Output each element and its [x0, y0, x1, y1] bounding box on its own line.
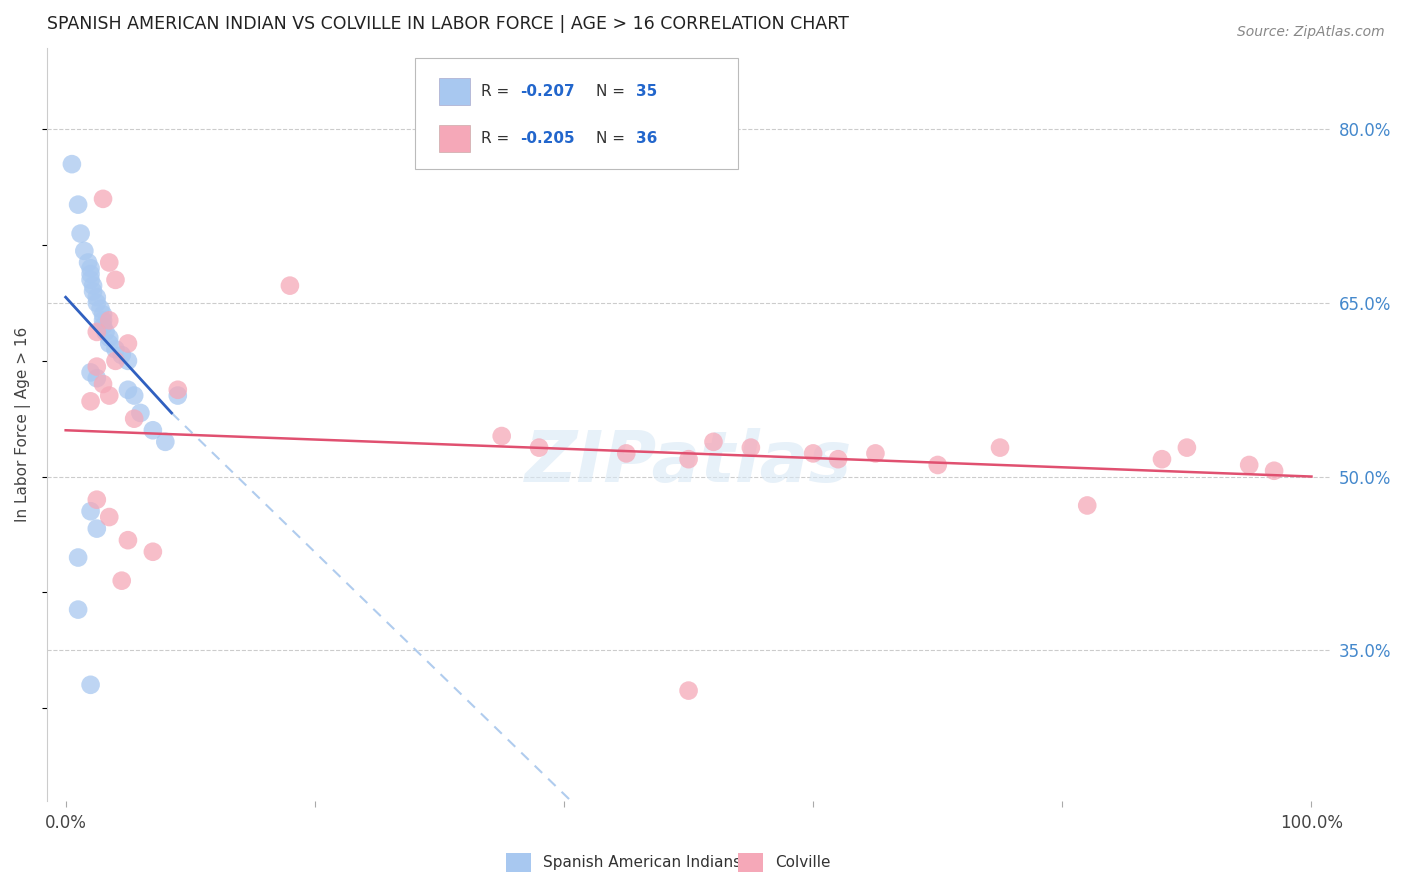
Point: [94, 325, 117, 339]
Point: [122, 411, 145, 425]
Point: [678, 452, 700, 467]
Point: [801, 446, 824, 460]
Point: [91, 192, 114, 206]
Point: [90, 301, 112, 316]
Text: N =: N =: [596, 85, 630, 99]
Point: [98, 313, 121, 327]
Text: Spanish American Indians: Spanish American Indians: [543, 855, 741, 870]
Point: [614, 446, 637, 460]
Point: [86, 359, 108, 374]
Point: [491, 429, 513, 443]
Point: [104, 354, 127, 368]
Point: [1150, 452, 1173, 467]
Point: [740, 441, 762, 455]
Text: -0.205: -0.205: [520, 131, 575, 145]
Point: [122, 388, 145, 402]
Text: -0.207: -0.207: [520, 85, 575, 99]
Point: [166, 383, 188, 397]
Point: [98, 510, 121, 524]
Point: [79, 366, 101, 380]
Point: [155, 434, 177, 449]
Point: [988, 441, 1011, 455]
Point: [865, 446, 887, 460]
Text: Source: ZipAtlas.com: Source: ZipAtlas.com: [1237, 25, 1385, 39]
Point: [1263, 464, 1285, 478]
Point: [79, 504, 101, 518]
Point: [86, 325, 108, 339]
Text: 35: 35: [636, 85, 657, 99]
Point: [79, 394, 101, 409]
Point: [166, 388, 188, 402]
Point: [79, 261, 101, 276]
Point: [111, 574, 134, 588]
Point: [117, 336, 139, 351]
Point: [79, 267, 101, 281]
Point: [117, 383, 139, 397]
Point: [69, 227, 91, 241]
Point: [104, 273, 127, 287]
Point: [117, 354, 139, 368]
Point: [702, 434, 724, 449]
Text: R =: R =: [481, 85, 515, 99]
Text: R =: R =: [481, 131, 515, 145]
Point: [60, 157, 83, 171]
Point: [827, 452, 849, 467]
Point: [104, 343, 127, 357]
Point: [86, 492, 108, 507]
Point: [79, 273, 101, 287]
Point: [927, 458, 949, 472]
Point: [86, 290, 108, 304]
Point: [129, 406, 152, 420]
Point: [79, 678, 101, 692]
Point: [91, 376, 114, 391]
Point: [1175, 441, 1198, 455]
Point: [527, 441, 550, 455]
Point: [73, 244, 96, 258]
Point: [67, 602, 90, 616]
Point: [77, 255, 100, 269]
Y-axis label: In Labor Force | Age > 16: In Labor Force | Age > 16: [15, 326, 31, 522]
Text: SPANISH AMERICAN INDIAN VS COLVILLE IN LABOR FORCE | AGE > 16 CORRELATION CHART: SPANISH AMERICAN INDIAN VS COLVILLE IN L…: [46, 15, 849, 33]
Point: [278, 278, 301, 293]
Text: ZIPatlas: ZIPatlas: [524, 427, 852, 497]
Point: [91, 313, 114, 327]
Text: 36: 36: [636, 131, 657, 145]
Point: [86, 522, 108, 536]
Point: [98, 336, 121, 351]
Point: [117, 533, 139, 548]
Text: Colville: Colville: [775, 855, 830, 870]
Point: [86, 371, 108, 385]
Point: [1237, 458, 1260, 472]
Point: [91, 308, 114, 322]
Point: [91, 319, 114, 334]
Point: [98, 255, 121, 269]
Text: N =: N =: [596, 131, 630, 145]
Point: [82, 278, 104, 293]
Point: [142, 545, 165, 559]
Point: [142, 423, 165, 437]
Point: [111, 348, 134, 362]
Point: [98, 388, 121, 402]
Point: [67, 197, 90, 211]
Point: [67, 550, 90, 565]
Point: [98, 331, 121, 345]
Point: [678, 683, 700, 698]
Point: [82, 285, 104, 299]
Point: [86, 296, 108, 310]
Point: [1076, 499, 1098, 513]
